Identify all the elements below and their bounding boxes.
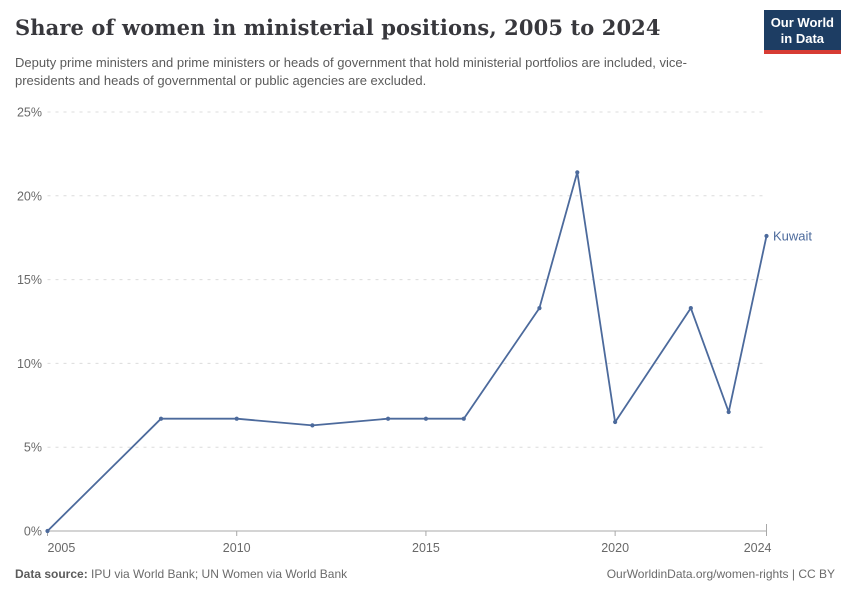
x-axis-tick-label: 2010 bbox=[223, 541, 251, 555]
data-point[interactable] bbox=[385, 416, 391, 421]
series-label-kuwait[interactable]: Kuwait bbox=[773, 229, 812, 244]
data-point[interactable] bbox=[575, 170, 580, 175]
data-source-label: Data source: bbox=[15, 567, 88, 581]
owid-logo-line1: Our World bbox=[770, 15, 834, 30]
chart-title: Share of women in ministerial positions,… bbox=[15, 15, 661, 40]
owid-logo-line2: in Data bbox=[780, 31, 825, 46]
data-point[interactable] bbox=[764, 233, 769, 239]
x-axis-tick-label: 2024 bbox=[744, 541, 772, 555]
data-point[interactable] bbox=[726, 409, 731, 415]
owid-logo[interactable]: Our World in Data bbox=[763, 10, 841, 54]
data-point[interactable] bbox=[613, 419, 618, 425]
data-point[interactable] bbox=[688, 305, 693, 311]
data-point[interactable] bbox=[537, 305, 542, 311]
x-axis-tick-label: 2005 bbox=[48, 541, 76, 555]
chart-subtitle: Deputy prime ministers and prime ministe… bbox=[15, 55, 687, 88]
x-axis-tick-label: 2020 bbox=[601, 541, 629, 555]
data-source-text: IPU via World Bank; UN Women via World B… bbox=[87, 567, 348, 581]
y-axis-tick-label: 10% bbox=[17, 357, 42, 371]
data-point[interactable] bbox=[461, 416, 466, 421]
x-axis-tick-label: 2015 bbox=[412, 541, 440, 555]
y-axis-tick-label: 20% bbox=[17, 189, 42, 203]
data-point[interactable] bbox=[45, 528, 50, 534]
y-axis-tick-label: 25% bbox=[17, 106, 42, 120]
data-point[interactable] bbox=[158, 416, 164, 421]
license-link[interactable]: OurWorldinData.org/women-rights | CC BY bbox=[606, 567, 835, 581]
series-line-kuwait[interactable] bbox=[46, 171, 768, 532]
data-point[interactable] bbox=[310, 423, 315, 428]
data-source-note: Data source: IPU via World Bank; UN Wome… bbox=[15, 567, 347, 581]
y-axis-tick-label: 0% bbox=[24, 525, 42, 539]
data-point[interactable] bbox=[234, 416, 239, 421]
data-point[interactable] bbox=[423, 416, 429, 421]
y-axis-tick-label: 5% bbox=[24, 441, 42, 455]
y-axis-tick-label: 15% bbox=[17, 273, 42, 287]
chart-footer: Data source: IPU via World Bank; UN Wome… bbox=[15, 567, 835, 581]
